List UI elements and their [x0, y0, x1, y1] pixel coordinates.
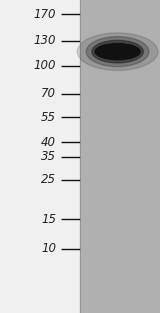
Text: 15: 15	[41, 213, 56, 226]
Text: 35: 35	[41, 150, 56, 163]
Ellipse shape	[86, 37, 149, 67]
Text: 10: 10	[41, 242, 56, 255]
Bar	[80, 0, 160, 313]
Ellipse shape	[95, 44, 140, 60]
Text: 40: 40	[41, 136, 56, 149]
Ellipse shape	[92, 40, 143, 63]
Text: 25: 25	[41, 173, 56, 187]
Text: 100: 100	[33, 59, 56, 72]
Ellipse shape	[95, 44, 140, 59]
Text: 70: 70	[41, 87, 56, 100]
Text: 55: 55	[41, 111, 56, 124]
Text: 170: 170	[33, 8, 56, 21]
Ellipse shape	[77, 33, 158, 70]
Text: 130: 130	[33, 34, 56, 47]
Bar	[0, 0, 80, 313]
